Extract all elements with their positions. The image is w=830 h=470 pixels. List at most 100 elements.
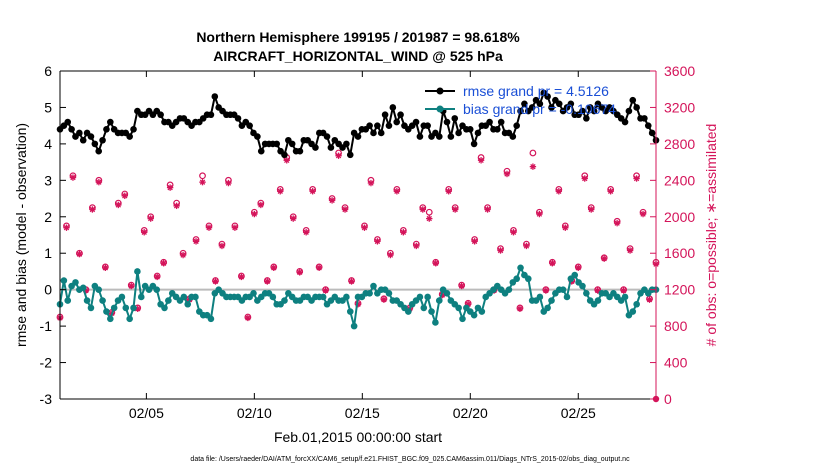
obs-assimilated-marker bbox=[173, 202, 180, 210]
left-y-tick-label: -2 bbox=[40, 355, 53, 371]
rmse-series-point bbox=[629, 96, 637, 104]
left-y-tick-label: 1 bbox=[44, 245, 52, 261]
left-y-tick-label: -3 bbox=[40, 391, 53, 407]
bias-series-point bbox=[207, 315, 215, 323]
rmse-series-point bbox=[509, 133, 517, 140]
obs-assimilated-marker bbox=[400, 229, 407, 236]
rmse-series-point bbox=[625, 107, 633, 115]
bias-series-point bbox=[192, 293, 199, 301]
bias-series-point bbox=[559, 286, 567, 293]
rmse-series-point bbox=[521, 100, 528, 108]
bias-series-point bbox=[180, 293, 188, 301]
bias-series-point bbox=[118, 293, 126, 301]
bias-series-point bbox=[137, 293, 145, 301]
obs-assimilated-marker bbox=[212, 278, 219, 285]
bias-series-point bbox=[629, 308, 637, 315]
obs-assimilated-marker bbox=[315, 264, 323, 271]
obs-assimilated-marker bbox=[102, 264, 109, 271]
asterisk-stroke bbox=[89, 206, 96, 213]
obs-assimilated-marker bbox=[542, 287, 550, 294]
x-tick-label: 02/25 bbox=[561, 405, 596, 421]
rmse-series-point bbox=[107, 118, 114, 126]
bias-series-point bbox=[563, 293, 571, 301]
bias-series-point bbox=[470, 311, 478, 319]
obs-assimilated-marker bbox=[536, 210, 543, 218]
rmse-series-point bbox=[246, 122, 253, 129]
asterisk-stroke bbox=[102, 265, 109, 271]
bias-series-point bbox=[110, 304, 118, 312]
asterisk-stroke bbox=[219, 243, 225, 249]
asterisk-stroke bbox=[543, 287, 549, 294]
left-y-tick-label: 2 bbox=[44, 209, 52, 225]
rmse-series-point bbox=[424, 122, 431, 129]
asterisk-stroke bbox=[497, 247, 504, 254]
rmse-series-point bbox=[68, 126, 75, 133]
bias-series-point bbox=[455, 304, 462, 312]
obs-assimilated-marker bbox=[393, 188, 401, 195]
asterisk-stroke bbox=[322, 287, 329, 294]
rmse-series-point bbox=[648, 129, 656, 137]
asterisk-stroke bbox=[471, 238, 478, 245]
asterisk-stroke bbox=[147, 215, 154, 222]
rmse-series-point bbox=[87, 133, 95, 140]
rmse-series-point bbox=[99, 136, 106, 144]
bias-series-point bbox=[161, 304, 168, 312]
asterisk-stroke bbox=[368, 180, 374, 186]
rmse-series-point bbox=[641, 115, 648, 122]
obs-assimilated-marker bbox=[69, 174, 77, 181]
bias-series-point bbox=[517, 264, 524, 272]
asterisk-stroke bbox=[251, 211, 258, 217]
x-tick-label: 02/20 bbox=[453, 405, 488, 421]
legend-bias-marker bbox=[436, 105, 444, 113]
legend-rmse-marker bbox=[436, 87, 444, 95]
bias-series-point bbox=[579, 282, 586, 290]
asterisk-stroke bbox=[264, 278, 271, 285]
asterisk-stroke bbox=[607, 188, 614, 194]
rmse-series-point bbox=[536, 100, 544, 108]
asterisk-stroke bbox=[238, 274, 245, 280]
rmse-series-point bbox=[528, 104, 536, 111]
chart-title: Northern Hemisphere 199195 / 201987 = 98… bbox=[196, 29, 520, 45]
obs-assimilated-marker bbox=[147, 215, 154, 222]
rmse-series-point bbox=[354, 133, 362, 140]
plot-area bbox=[56, 70, 660, 400]
obs-assimilated-marker bbox=[646, 296, 653, 303]
asterisk-stroke bbox=[128, 283, 134, 289]
obs-assimilated-marker bbox=[639, 210, 647, 218]
rmse-series-point bbox=[95, 147, 103, 155]
asterisk-stroke bbox=[245, 315, 251, 321]
bias-series-point bbox=[385, 290, 393, 297]
obs-possible-marker bbox=[199, 172, 206, 180]
left-y-tick-label: 3 bbox=[44, 172, 52, 188]
bias-series-point bbox=[633, 300, 640, 308]
bias-series-point bbox=[79, 284, 87, 292]
rmse-series-point bbox=[621, 118, 629, 126]
asterisk-stroke bbox=[504, 171, 510, 177]
left-y-tick-label: -1 bbox=[40, 318, 53, 334]
obs-assimilated-marker bbox=[257, 201, 265, 209]
left-y-axis-label: rmse and bias (model - observation) bbox=[13, 123, 29, 347]
plot-frame-fill bbox=[60, 71, 656, 399]
asterisk-stroke bbox=[620, 287, 627, 294]
bias-series-point bbox=[64, 297, 72, 304]
obs-assimilated-marker bbox=[503, 170, 511, 178]
asterisk-stroke bbox=[135, 306, 141, 312]
asterisk-stroke bbox=[374, 238, 381, 245]
rmse-series-point bbox=[447, 133, 455, 140]
chart-subtitle: AIRCRAFT_HORIZONTAL_WIND @ 525 hPa bbox=[213, 48, 503, 64]
obs-assimilated-marker bbox=[231, 224, 239, 231]
obs-assimilated-marker bbox=[309, 188, 316, 195]
right-y-tick-label: 3200 bbox=[664, 99, 695, 115]
asterisk-stroke bbox=[381, 296, 387, 303]
rmse-series-point bbox=[393, 118, 401, 126]
asterisk-stroke bbox=[517, 306, 523, 312]
obs-assimilated-marker bbox=[166, 184, 174, 191]
obs-assimilated-marker bbox=[626, 247, 634, 254]
asterisk-stroke bbox=[173, 203, 180, 209]
asterisk-stroke bbox=[271, 265, 277, 271]
rmse-series-point bbox=[486, 118, 493, 126]
bias-series-point bbox=[95, 286, 103, 293]
rmse-series-point bbox=[567, 100, 575, 108]
obs-assimilated-marker bbox=[613, 219, 621, 227]
asterisk-stroke bbox=[484, 206, 491, 213]
